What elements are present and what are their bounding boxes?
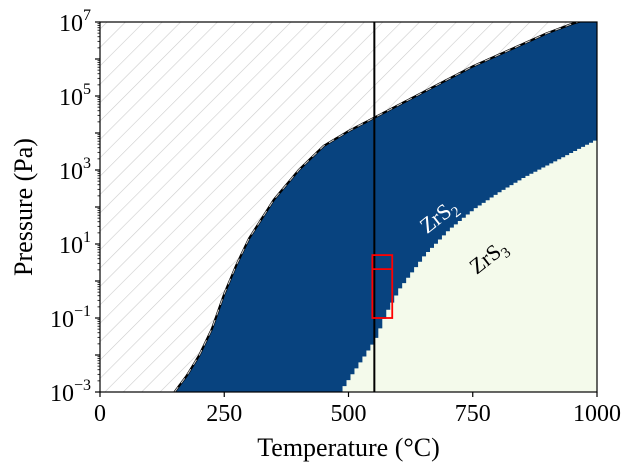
y-tick-label: 101 [59,229,91,259]
y-tick-label: 103 [59,155,91,185]
x-axis-ticks: 0 250 500 750 1000 [94,392,621,427]
y-tick-label: 10−1 [50,303,91,333]
x-tick-label: 250 [206,401,242,427]
x-tick-label: 750 [455,401,491,427]
y-tick-label: 107 [59,7,91,37]
upper-boundary-dash [174,22,581,392]
x-tick-label: 500 [331,401,367,427]
highlight-box [371,254,394,319]
y-tick-label: 105 [59,81,91,111]
x-axis-label: Temperature (°C) [257,433,440,462]
y-axis-label: Pressure (Pa) [9,138,38,276]
x-tick-label: 0 [94,401,106,427]
y-tick-label: 10−3 [50,377,91,407]
y-axis-ticks: 10−3 10−1 101 103 105 107 [50,7,100,407]
x-tick-label: 1000 [573,401,621,427]
zrs3-region [338,138,597,392]
